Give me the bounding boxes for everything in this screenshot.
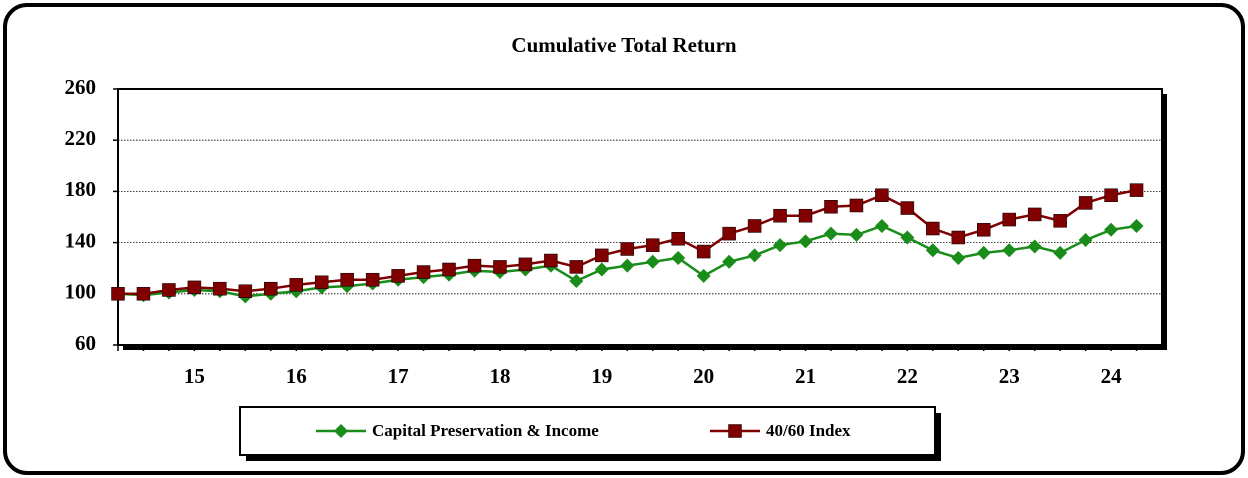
data-point — [569, 260, 584, 274]
x-tick-label: 22 — [897, 364, 918, 388]
data-point — [722, 254, 737, 269]
legend-marker — [728, 424, 742, 438]
data-point — [518, 257, 533, 272]
data-point — [289, 278, 303, 292]
data-point — [238, 284, 253, 298]
data-point — [162, 283, 176, 297]
data-point — [900, 201, 915, 215]
data-point — [1078, 233, 1093, 248]
y-tick-label: 60 — [75, 331, 96, 355]
data-point — [900, 230, 915, 245]
data-point — [747, 219, 762, 233]
data-point — [1027, 207, 1042, 222]
data-point — [773, 208, 787, 223]
data-point — [696, 268, 711, 283]
data-point — [823, 226, 838, 241]
data-point — [1002, 243, 1017, 258]
data-point — [314, 275, 329, 290]
data-point — [544, 253, 558, 268]
data-point — [696, 244, 711, 259]
y-tick-label: 100 — [65, 280, 97, 304]
legend-label: 40/60 Index — [766, 421, 851, 440]
data-point — [111, 287, 125, 301]
x-tick-label: 16 — [286, 364, 307, 388]
data-point — [467, 258, 482, 273]
data-point — [416, 265, 431, 279]
data-point — [493, 260, 507, 274]
y-tick-label: 180 — [65, 177, 97, 201]
data-point — [925, 243, 940, 258]
data-point — [1104, 222, 1119, 237]
data-point — [1027, 239, 1042, 254]
data-point — [671, 250, 686, 265]
data-point — [926, 221, 940, 236]
x-tick-label: 23 — [999, 364, 1020, 388]
data-point — [1129, 183, 1144, 197]
data-point — [187, 280, 202, 295]
data-point — [1053, 214, 1067, 228]
data-point — [391, 269, 405, 283]
y-tick-label: 260 — [65, 75, 97, 99]
data-point — [874, 218, 889, 233]
data-point — [976, 245, 991, 260]
data-point — [442, 262, 456, 277]
data-point — [773, 238, 788, 253]
data-point — [951, 230, 966, 245]
y-tick-label: 140 — [65, 228, 97, 252]
data-point — [1129, 218, 1144, 233]
x-tick-label: 18 — [489, 364, 510, 388]
plot-area — [117, 88, 1163, 346]
legend-label: Capital Preservation & Income — [372, 421, 599, 440]
data-point — [875, 188, 889, 202]
data-point — [645, 254, 660, 269]
data-point — [798, 234, 813, 249]
data-point — [722, 226, 736, 241]
x-tick-label: 24 — [1101, 364, 1123, 388]
data-point — [798, 208, 813, 223]
data-point — [569, 274, 584, 288]
data-point — [340, 272, 354, 287]
legend-marker — [334, 424, 348, 438]
data-point — [824, 200, 838, 214]
data-point — [213, 281, 227, 296]
data-point — [1104, 188, 1118, 202]
x-tick-label: 20 — [693, 364, 714, 388]
data-point — [747, 248, 762, 263]
data-point — [620, 242, 635, 256]
x-tick-label: 19 — [591, 364, 612, 388]
data-point — [849, 198, 864, 213]
data-point — [1002, 212, 1016, 227]
data-point — [365, 272, 380, 287]
data-point — [671, 232, 685, 246]
data-point — [1078, 196, 1093, 210]
data-point — [595, 248, 609, 263]
data-point — [849, 227, 864, 242]
chart-title: Cumulative Total Return — [511, 33, 737, 57]
data-point — [620, 258, 635, 273]
data-point — [1053, 245, 1068, 260]
y-tick-label: 220 — [65, 126, 97, 150]
x-tick-label: 21 — [795, 364, 816, 388]
data-point — [136, 287, 151, 301]
data-point — [594, 262, 609, 277]
x-tick-label: 17 — [388, 364, 409, 388]
data-point — [977, 223, 991, 237]
data-point — [264, 281, 278, 296]
x-tick-label: 15 — [184, 364, 205, 388]
data-point — [645, 238, 660, 252]
data-point — [951, 250, 966, 265]
